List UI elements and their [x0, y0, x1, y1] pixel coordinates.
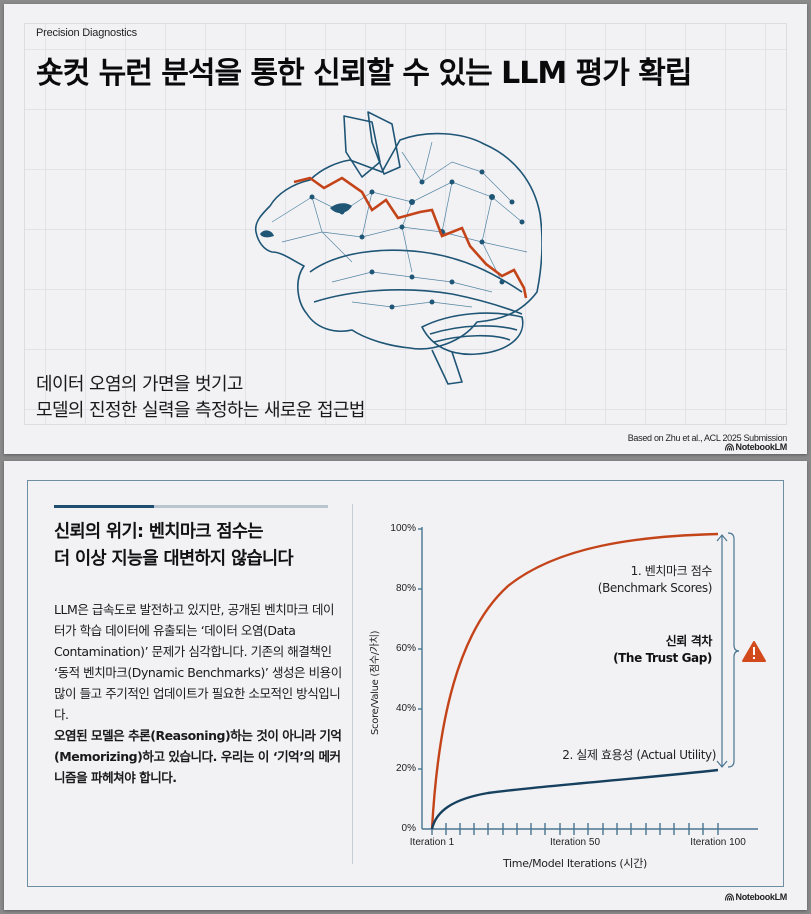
subtitle-line-1: 데이터 오염의 가면을 벗기고 [36, 374, 243, 395]
utility-annotation: 2. 실제 효용성 (Actual Utility) [562, 748, 716, 762]
slide-kicker: Precision Diagnostics [36, 27, 137, 39]
notebooklm-logo-icon [724, 443, 734, 451]
y-axis-title: Score/Value (점수/가치) [370, 630, 381, 735]
column-divider [352, 504, 353, 864]
x-tick-iteration-100: Iteration 100 [690, 837, 746, 848]
citation: Based on Zhu et al., ACL 2025 Submission [627, 433, 788, 443]
x-axis-title: Time/Model Iterations (시간) [502, 857, 648, 870]
y-tick-60: 60% [395, 643, 416, 654]
x-tick-iteration-50: Iteration 50 [549, 837, 601, 848]
y-tick-40: 40% [395, 703, 416, 714]
slide-title: 신뢰의 위기: 벤치마크 점수는 더 이상 지능을 대변하지 않습니다 [54, 519, 294, 573]
chart-plot [418, 527, 766, 835]
y-tick-100: 100% [390, 523, 416, 534]
body-emphasis: 오염된 모델은 추론(Reasoning)하는 것이 아니라 기억(Memori… [54, 728, 342, 785]
y-tick-0: 0% [401, 823, 416, 834]
brain-network-icon [254, 111, 542, 385]
trust-gap-annotation: 신뢰 격차 (The Trust Gap) [613, 634, 712, 665]
subtitle-line-2: 모델의 진정한 실력을 측정하는 새로운 접근법 [36, 400, 365, 421]
body-text: LLM은 급속도로 발전하고 있지만, 공개된 벤치마크 데이터가 학습 데이터… [54, 599, 344, 788]
trust-crisis-slide: 신뢰의 위기: 벤치마크 점수는 더 이상 지능을 대변하지 않습니다 LLM은… [4, 461, 807, 910]
benchmark-annotation: 1. 벤치마크 점수 (Benchmark Scores) [597, 564, 713, 595]
body-paragraph: LLM은 급속도로 발전하고 있지만, 공개된 벤치마크 데이터가 학습 데이터… [54, 602, 342, 722]
title-slide: Precision Diagnostics 숏컷 뉴런 분석을 통한 신뢰할 수… [4, 4, 807, 454]
notebooklm-brand: NotebookLM [724, 892, 788, 902]
notebooklm-brand: NotebookLM [724, 442, 788, 452]
notebooklm-logo-icon [724, 893, 734, 901]
warning-triangle-icon [742, 641, 766, 662]
y-tick-20: 20% [395, 763, 416, 774]
slide-subtitle: 데이터 오염의 가면을 벗기고 모델의 진정한 실력을 측정하는 새로운 접근법 [36, 372, 365, 424]
brand-label: NotebookLM [735, 892, 788, 902]
y-tick-80: 80% [395, 583, 416, 594]
trust-gap-chart: 100% 80% 60% 40% 20% 0% Score/Value (점수/… [358, 521, 778, 901]
x-tick-iteration-1: Iteration 1 [409, 837, 455, 848]
accent-bar [54, 505, 328, 508]
title-line-1: 신뢰의 위기: 벤치마크 점수는 [54, 522, 263, 542]
background-grid [24, 23, 787, 425]
content-frame: 신뢰의 위기: 벤치마크 점수는 더 이상 지능을 대변하지 않습니다 LLM은… [27, 480, 784, 887]
slide-title: 숏컷 뉴런 분석을 통한 신뢰할 수 있는 LLM 평가 확립 [36, 56, 692, 91]
title-line-2: 더 이상 지능을 대변하지 않습니다 [54, 549, 294, 569]
brand-label: NotebookLM [735, 442, 788, 452]
